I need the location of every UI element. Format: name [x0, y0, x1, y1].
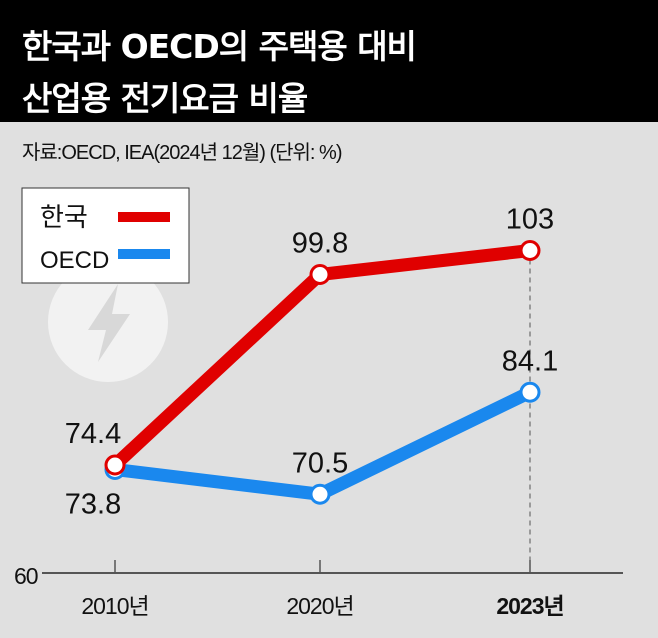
legend-swatch-korea [118, 212, 170, 222]
x-tick-label: 2010년 [81, 593, 148, 619]
watermark-bolt-icon [48, 262, 168, 382]
data-point-oecd [519, 381, 541, 403]
x-tick-label: 2023년 [496, 593, 563, 619]
data-label-oecd: 84.1 [502, 345, 558, 377]
title-line-2: 산업용 전기요금 비율 [22, 79, 308, 118]
data-point-oecd [309, 483, 331, 505]
x-tick-label: 2020년 [286, 593, 353, 619]
data-label-oecd: 70.5 [292, 447, 348, 479]
source-note: 자료:OECD, IEA(2024년 12월) (단위: %) [22, 142, 342, 164]
legend: 한국 OECD [21, 187, 190, 284]
header: 한국과 OECD의 주택용 대비 산업용 전기요금 비율 [0, 0, 658, 122]
data-point-korea [104, 454, 126, 476]
data-label-oecd: 73.8 [65, 489, 121, 521]
data-point-korea [309, 264, 331, 285]
legend-swatch-oecd [118, 249, 170, 259]
legend-label-korea: 한국 [40, 202, 88, 232]
data-point-korea [519, 240, 541, 261]
data-label-korea: 99.8 [292, 228, 348, 260]
y-baseline-label: 60 [14, 563, 38, 589]
data-label-korea: 103 [506, 204, 554, 236]
title-line-1: 한국과 OECD의 주택용 대비 [22, 27, 417, 66]
data-label-korea: 74.4 [65, 418, 121, 450]
legend-label-oecd: OECD [40, 247, 109, 274]
